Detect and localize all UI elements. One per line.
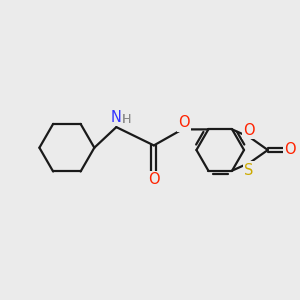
Text: N: N [111,110,122,125]
Text: O: O [243,123,255,138]
Text: O: O [178,116,190,130]
Text: H: H [122,113,131,126]
Text: O: O [148,172,160,187]
Text: O: O [148,172,160,187]
Text: O: O [178,116,190,130]
Text: N: N [111,110,122,125]
Text: S: S [244,163,254,178]
Text: O: O [284,142,296,158]
Text: S: S [244,163,254,178]
Text: O: O [243,123,255,138]
Text: H: H [122,113,131,126]
Text: O: O [284,142,296,158]
